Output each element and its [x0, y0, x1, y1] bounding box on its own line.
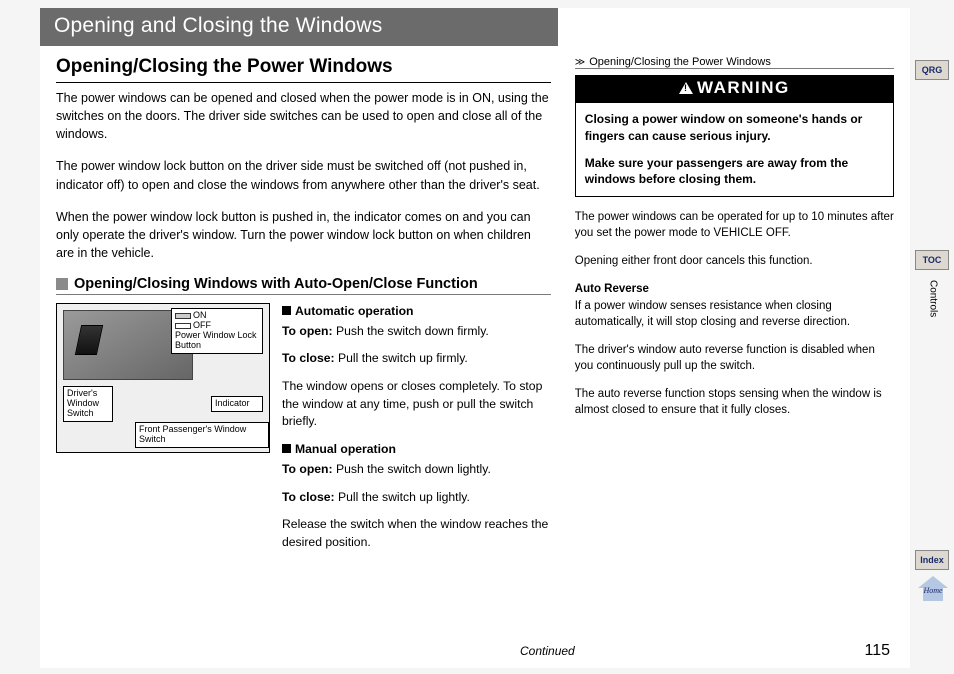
callout-lock-button: ON OFF Power Window Lock Button [171, 308, 263, 354]
home-label: Home [918, 586, 948, 595]
square-bullet-icon [282, 444, 291, 453]
operation-text: Automatic operation To open: Push the sw… [282, 303, 551, 562]
to-open-label: To open: [282, 324, 336, 338]
content-area: Opening/Closing the Power Windows The po… [40, 46, 910, 562]
manual-note: Release the switch when the window reach… [282, 516, 551, 551]
switch-diagram: ON OFF Power Window Lock Button Driver's… [56, 303, 270, 453]
continued-label: Continued [520, 644, 575, 658]
manual-heading-text: Manual operation [295, 442, 396, 456]
manual-operation-heading: Manual operation [282, 441, 551, 459]
reference-text: Opening/Closing the Power Windows [589, 56, 771, 68]
to-open-label-2: To open: [282, 462, 336, 476]
auto-operation-heading: Automatic operation [282, 303, 551, 321]
section-title-bar: Opening and Closing the Windows [40, 8, 558, 46]
subheading: Opening/Closing Windows with Auto-Open/C… [74, 276, 478, 292]
paragraph-1: The power windows can be opened and clos… [56, 89, 551, 143]
subheading-block-icon [56, 278, 68, 290]
nav-index-button[interactable]: Index [915, 550, 949, 570]
to-close-label: To close: [282, 351, 338, 365]
warning-p2: Make sure your passengers are away from … [585, 155, 884, 189]
switch-shape-icon [75, 325, 103, 355]
nav-section-label: Controls [928, 276, 939, 322]
auto-note: The window opens or closes completely. T… [282, 378, 551, 431]
auto-close-text: Pull the switch up firmly. [338, 351, 468, 365]
manual-open-line: To open: Push the switch down lightly. [282, 461, 551, 479]
auto-reverse-p1: If a power window senses resistance when… [575, 300, 850, 328]
manual-open-text: Push the switch down lightly. [336, 462, 491, 476]
page-number: 115 [864, 642, 890, 660]
auto-reverse-block: Auto Reverse If a power window senses re… [575, 281, 894, 329]
auto-open-text: Push the switch down firmly. [336, 324, 489, 338]
square-bullet-icon [282, 306, 291, 315]
manual-close-line: To close: Pull the switch up lightly. [282, 489, 551, 507]
on-indicator-icon [175, 313, 191, 319]
nav-qrg-button[interactable]: QRG [915, 60, 949, 80]
main-heading: Opening/Closing the Power Windows [56, 56, 551, 78]
label-lock-button: Power Window Lock Button [175, 331, 259, 351]
callout-passenger-switch: Front Passenger's Window Switch [135, 422, 269, 448]
cross-reference: ≫ Opening/Closing the Power Windows [575, 56, 894, 68]
auto-reverse-p2: The driver's window auto reverse functio… [575, 342, 894, 374]
paragraph-3: When the power window lock button is pus… [56, 208, 551, 262]
page: Opening and Closing the Windows Opening/… [40, 8, 910, 668]
callout-driver-switch: Driver's Window Switch [63, 386, 113, 422]
off-indicator-icon [175, 323, 191, 329]
side-p2: Opening either front door cancels this f… [575, 253, 894, 269]
heading-rule [56, 82, 551, 83]
warning-label: WARNING [697, 78, 790, 98]
auto-close-line: To close: Pull the switch up firmly. [282, 350, 551, 368]
subheading-rule [56, 294, 551, 295]
side-nav: QRG TOC Controls Index Home [915, 0, 951, 674]
ref-rule [575, 68, 894, 69]
callout-indicator: Indicator [211, 396, 263, 412]
right-column: ≫ Opening/Closing the Power Windows WARN… [575, 56, 894, 562]
to-close-label-2: To close: [282, 490, 338, 504]
warning-triangle-icon [679, 82, 693, 94]
label-off: OFF [193, 320, 211, 330]
warning-p1: Closing a power window on someone's hand… [585, 111, 884, 145]
subheading-row: Opening/Closing Windows with Auto-Open/C… [56, 276, 551, 292]
auto-heading-text: Automatic operation [295, 304, 414, 318]
warning-box: Closing a power window on someone's hand… [575, 102, 894, 197]
nav-home-button[interactable]: Home [918, 576, 948, 602]
paragraph-2: The power window lock button on the driv… [56, 157, 551, 193]
left-column: Opening/Closing the Power Windows The po… [56, 56, 575, 562]
auto-reverse-heading: Auto Reverse [575, 283, 649, 295]
side-p1: The power windows can be operated for up… [575, 209, 894, 241]
diagram-text-row: ON OFF Power Window Lock Button Driver's… [56, 303, 551, 562]
auto-reverse-p3: The auto reverse function stops sensing … [575, 386, 894, 418]
manual-close-text: Pull the switch up lightly. [338, 490, 470, 504]
warning-header: WARNING [575, 75, 894, 102]
label-on: ON [193, 310, 207, 320]
reference-icon: ≫ [575, 57, 585, 68]
nav-toc-button[interactable]: TOC [915, 250, 949, 270]
auto-open-line: To open: Push the switch down firmly. [282, 323, 551, 341]
